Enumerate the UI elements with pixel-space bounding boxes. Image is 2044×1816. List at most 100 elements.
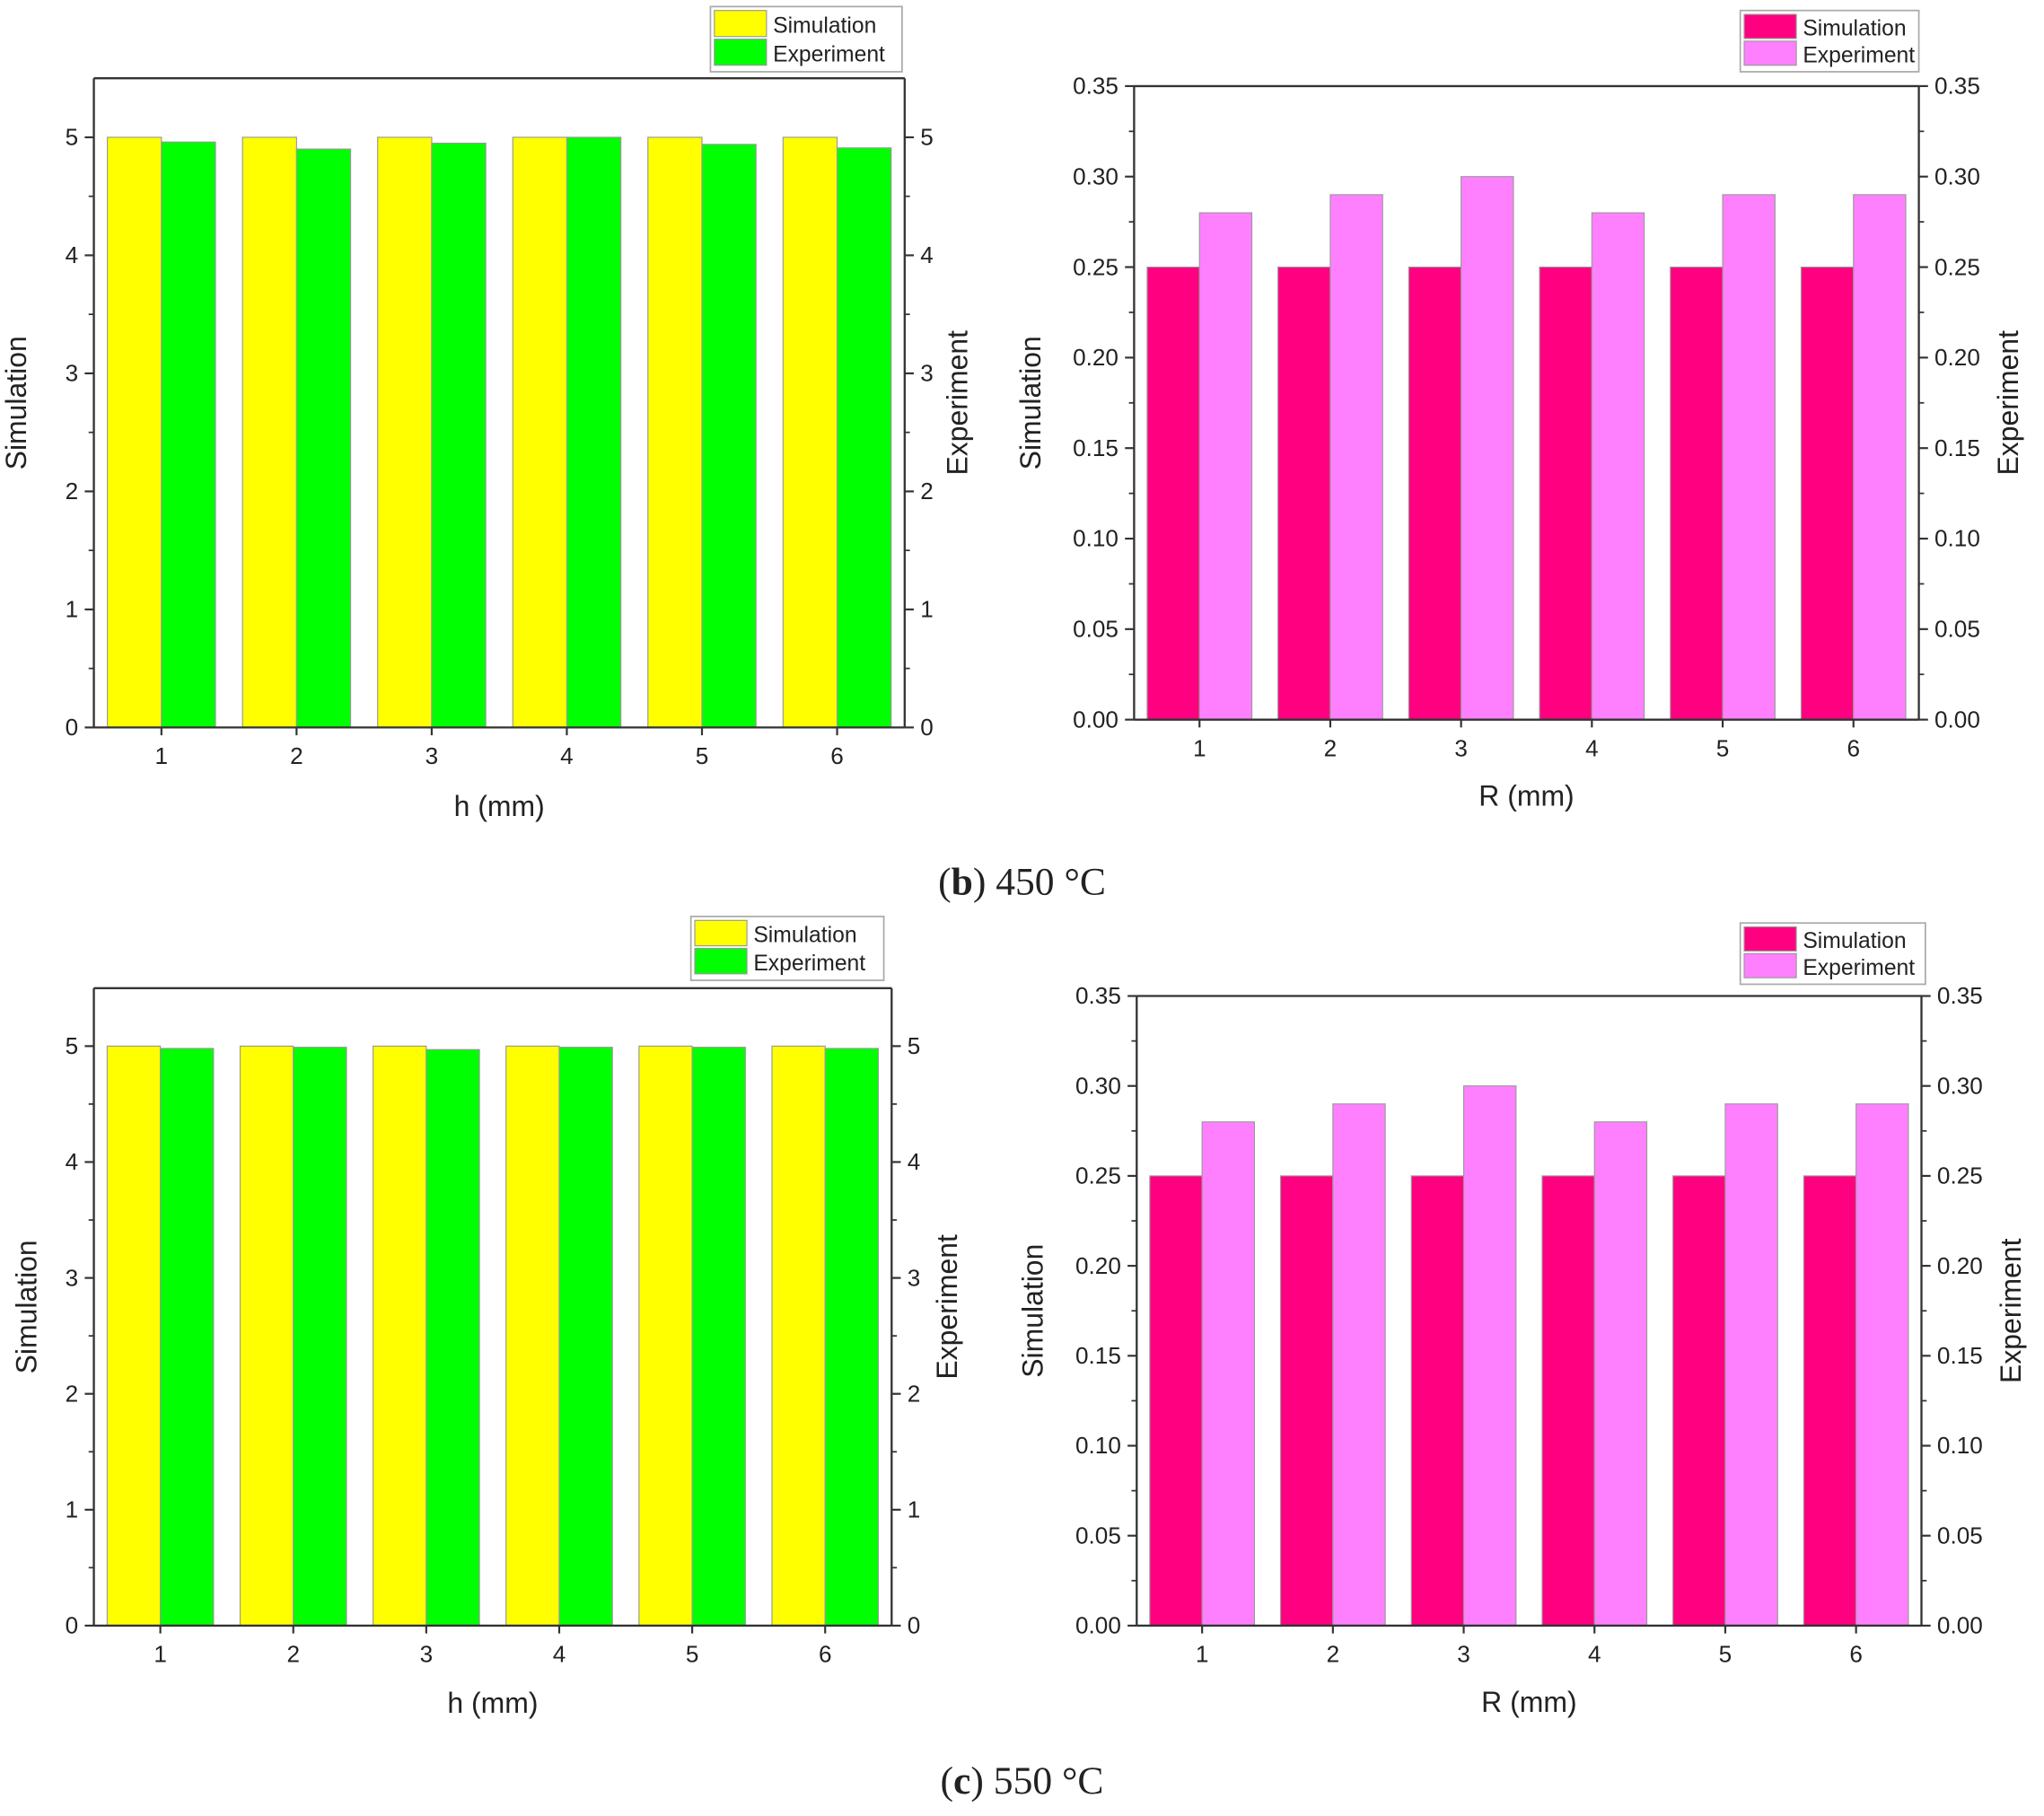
- y-tick-label-left: 2: [66, 478, 79, 504]
- caption-c: (c) 550 °C: [941, 1759, 1104, 1803]
- y-tick-label-left: 0.00: [1075, 1612, 1121, 1639]
- bar-experiment-2: [1329, 194, 1383, 721]
- x-tick-label: 4: [1588, 1641, 1601, 1668]
- bar-simulation-2: [239, 1045, 294, 1627]
- legend-swatch-simulation: [1743, 926, 1797, 952]
- x-tick-label: 2: [1327, 1641, 1340, 1668]
- legend-label-experiment: Experiment: [1803, 956, 1915, 980]
- bar-experiment-6: [1853, 194, 1907, 721]
- y-tick-label-left: 1: [66, 1496, 79, 1523]
- y-tick-label-right: 3: [908, 1264, 921, 1291]
- y-axis-label-left: Simulation: [0, 336, 32, 469]
- y-tick-label-right: 1: [908, 1496, 921, 1523]
- y-tick-label-right: 0.10: [1937, 1432, 1983, 1459]
- y-tick-label-left: 0.35: [1073, 73, 1118, 100]
- bar-experiment-5: [1724, 1103, 1778, 1627]
- bar-simulation-5: [1670, 266, 1724, 721]
- x-tick-label: 5: [686, 1641, 699, 1668]
- x-tick-label: 4: [560, 742, 574, 769]
- x-tick-label: 2: [290, 742, 303, 769]
- y-tick-label-left: 4: [66, 241, 79, 268]
- y-axis-label-right: Experiment: [1995, 1238, 2027, 1383]
- y-tick-label-left: 1: [66, 596, 79, 623]
- y-tick-label-right: 0.05: [1934, 616, 1980, 643]
- bar-experiment-3: [431, 142, 487, 728]
- y-tick-label-right: 0.15: [1934, 434, 1980, 461]
- y-tick-label-left: 0.15: [1075, 1342, 1121, 1369]
- x-tick-label: 1: [155, 742, 169, 769]
- bar-simulation-4: [1539, 266, 1592, 721]
- y-tick-label-left: 0.30: [1075, 1072, 1121, 1099]
- y-tick-label-left: 0.05: [1073, 616, 1118, 643]
- legend-label-simulation: Simulation: [753, 924, 856, 948]
- bar-simulation-6: [1803, 1175, 1857, 1627]
- x-tick-label: 6: [1849, 1641, 1863, 1668]
- y-tick-label-right: 2: [920, 478, 934, 504]
- bar-experiment-1: [1201, 1121, 1256, 1627]
- y-tick-label-right: 3: [920, 360, 934, 387]
- y-tick-label-right: 5: [920, 124, 934, 151]
- chart-3: 1 2 3 4 5 6 0 0 1 1 2 2 3 3 4 4 5 5 h (mm) Simulation Experi…: [11, 916, 963, 1719]
- x-tick-label: 2: [286, 1641, 300, 1668]
- bar-simulation-6: [782, 136, 838, 728]
- y-tick-label-left: 0.10: [1075, 1432, 1121, 1459]
- y-tick-label-right: 0.00: [1934, 706, 1980, 733]
- y-tick-label-right: 0.25: [1934, 253, 1980, 280]
- bar-simulation-3: [373, 1045, 427, 1627]
- legend-swatch-experiment: [714, 39, 768, 66]
- y-tick-label-right: 0.10: [1934, 525, 1980, 552]
- bar-experiment-3: [1461, 176, 1514, 721]
- x-tick-label: 1: [154, 1641, 167, 1668]
- y-tick-label-left: 0.35: [1075, 982, 1121, 1009]
- charts: 1 2 3 4 5 60 01 12 23 34 45 5h (mm)Simulation Experi…: [0, 5, 2027, 1719]
- y-tick-label-right: 0: [920, 714, 934, 741]
- bar-simulation-2: [1277, 266, 1331, 721]
- legend-label-experiment: Experiment: [773, 42, 885, 66]
- x-tick-label: 4: [553, 1641, 566, 1668]
- bar-experiment-2: [293, 1047, 347, 1627]
- bar-simulation-5: [1672, 1175, 1726, 1627]
- bar-simulation-3: [1410, 1175, 1465, 1627]
- y-axis-label-left: Simulation: [11, 1240, 43, 1373]
- y-tick-label-right: 0.35: [1934, 73, 1980, 100]
- y-tick-label-left: 5: [66, 1032, 79, 1059]
- y-axis-label-right: Experiment: [1992, 330, 2024, 476]
- y-tick-label-left: 0.25: [1073, 253, 1118, 280]
- x-tick-label: 3: [1454, 734, 1468, 761]
- bar-simulation-2: [241, 136, 297, 728]
- bar-simulation-1: [1149, 1175, 1203, 1627]
- bar-simulation-4: [1541, 1175, 1595, 1627]
- y-tick-label-right: 0.25: [1937, 1162, 1983, 1189]
- y-tick-label-left: 0.15: [1073, 434, 1118, 461]
- caption-b: (b) 450 °C: [938, 860, 1106, 903]
- y-tick-label-right: 0.35: [1937, 982, 1983, 1009]
- x-tick-label: 1: [1196, 1641, 1209, 1668]
- y-tick-label-left: 2: [66, 1380, 79, 1407]
- y-tick-label-right: 0.20: [1937, 1252, 1983, 1279]
- y-tick-label-right: 0.30: [1937, 1072, 1983, 1099]
- y-tick-label-right: 5: [908, 1032, 921, 1059]
- bar-experiment-4: [558, 1047, 613, 1627]
- x-tick-label: 2: [1324, 734, 1338, 761]
- y-tick-label-left: 3: [66, 360, 79, 387]
- legend-label-experiment: Experiment: [753, 952, 865, 976]
- x-axis-label: h (mm): [447, 1687, 538, 1719]
- bar-experiment-3: [425, 1048, 480, 1627]
- y-tick-label-left: 0: [66, 714, 79, 741]
- bar-simulation-3: [1408, 266, 1462, 721]
- legend-label-experiment: Experiment: [1803, 43, 1915, 67]
- y-tick-label-right: 0: [908, 1612, 921, 1639]
- y-tick-label-left: 0.20: [1075, 1252, 1121, 1279]
- y-tick-label-right: 0.20: [1934, 344, 1980, 371]
- bar-experiment-2: [1332, 1103, 1386, 1627]
- y-tick-label-left: 0.00: [1073, 706, 1118, 733]
- x-tick-label: 5: [696, 742, 709, 769]
- caption-c-text: 550 °C: [984, 1759, 1104, 1803]
- y-tick-label-right: 0.15: [1937, 1342, 1983, 1369]
- x-tick-label: 3: [1457, 1641, 1470, 1668]
- bar-simulation-6: [771, 1045, 826, 1627]
- y-tick-label-right: 0.05: [1937, 1522, 1983, 1548]
- caption-b-letter: b: [952, 860, 973, 903]
